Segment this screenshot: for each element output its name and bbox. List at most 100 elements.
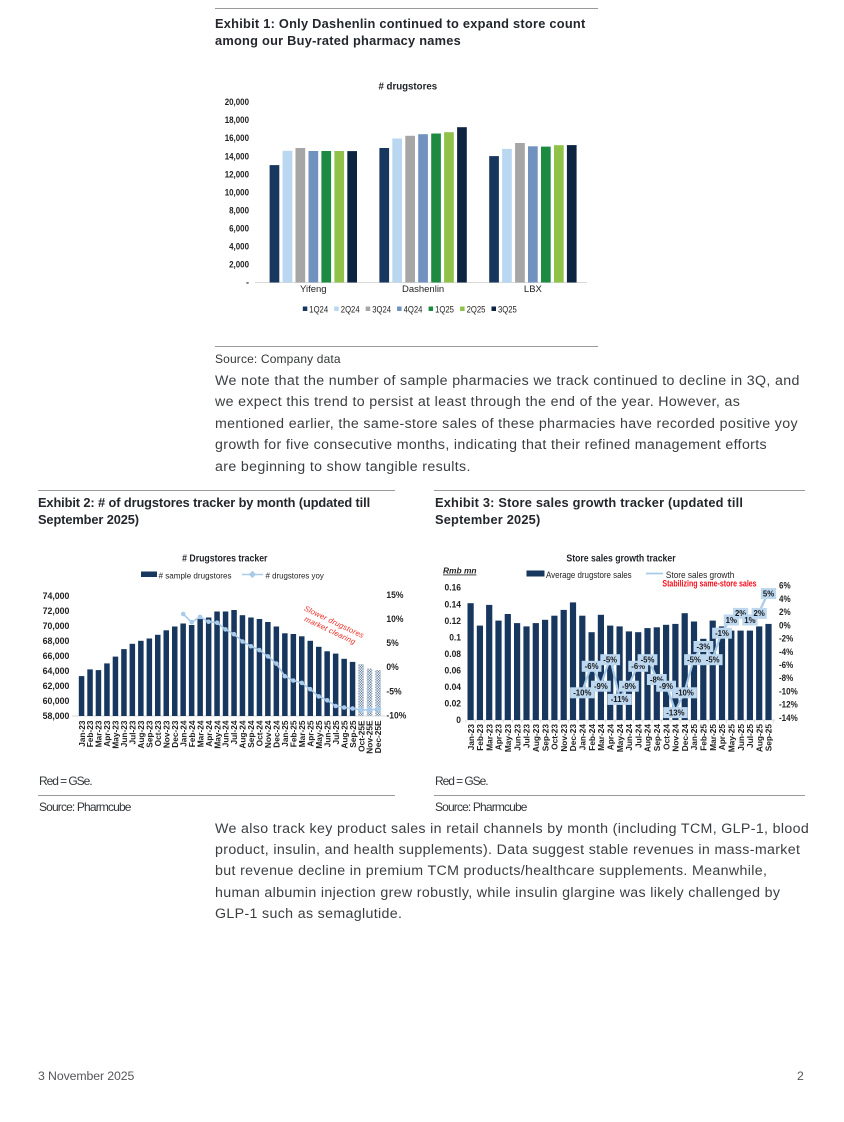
- svg-text:Feb-23: Feb-23: [475, 724, 485, 751]
- svg-text:May-24: May-24: [212, 720, 222, 749]
- svg-text:Sep-24: Sep-24: [246, 720, 256, 748]
- svg-text:Yifeng: Yifeng: [300, 284, 327, 295]
- svg-text:10%: 10%: [386, 614, 403, 624]
- svg-text:Jun-25: Jun-25: [322, 720, 332, 747]
- svg-text:1Q24: 1Q24: [309, 304, 328, 314]
- svg-text:-13%: -13%: [666, 708, 684, 717]
- svg-text:0.12: 0.12: [445, 616, 462, 626]
- svg-text:Oct-24: Oct-24: [661, 724, 671, 750]
- svg-text:0.1: 0.1: [449, 632, 461, 642]
- svg-text:Aug-24: Aug-24: [643, 724, 653, 753]
- svg-text:-9%: -9%: [659, 682, 673, 691]
- svg-text:Dec-23: Dec-23: [170, 720, 180, 748]
- svg-text:Dec-25E: Dec-25E: [373, 720, 383, 753]
- svg-text:58,000: 58,000: [43, 711, 70, 721]
- svg-text:-1%: -1%: [715, 629, 729, 638]
- svg-text:66,000: 66,000: [43, 651, 70, 661]
- svg-text:Mar-25: Mar-25: [708, 724, 718, 751]
- svg-text:20,000: 20,000: [225, 97, 249, 107]
- svg-text:Jan-24: Jan-24: [178, 720, 188, 747]
- svg-text:-14%: -14%: [779, 713, 798, 723]
- svg-text:2,000: 2,000: [229, 260, 249, 270]
- svg-text:Store sales growth: Store sales growth: [666, 570, 734, 580]
- svg-text:Stabilizing same-store sales: Stabilizing same-store sales: [662, 578, 756, 588]
- svg-text:-6%: -6%: [631, 662, 645, 671]
- svg-text:72,000: 72,000: [43, 606, 70, 616]
- svg-text:Jan-25: Jan-25: [689, 724, 699, 751]
- svg-text:0: 0: [456, 715, 461, 725]
- svg-text:0.02: 0.02: [445, 699, 462, 709]
- svg-text:5%: 5%: [763, 589, 774, 598]
- svg-text:Jun-23: Jun-23: [119, 720, 129, 747]
- svg-text:Apr-24: Apr-24: [605, 724, 615, 751]
- svg-text:Nov-25E: Nov-25E: [365, 720, 375, 754]
- svg-text:4,000: 4,000: [229, 242, 249, 252]
- svg-text:Nov-23: Nov-23: [559, 724, 569, 752]
- svg-text:4Q24: 4Q24: [404, 304, 423, 314]
- svg-text:Jul-25: Jul-25: [331, 720, 341, 744]
- svg-text:2%: 2%: [754, 609, 765, 618]
- svg-text:8,000: 8,000: [229, 206, 249, 216]
- svg-text:Aug-23: Aug-23: [531, 724, 541, 753]
- svg-text:-4%: -4%: [779, 647, 793, 657]
- svg-text:-6%: -6%: [779, 660, 793, 670]
- svg-text:64,000: 64,000: [43, 666, 70, 676]
- svg-text:-5%: -5%: [706, 656, 720, 665]
- svg-text:Oct-23: Oct-23: [550, 724, 560, 750]
- svg-text:Jan-23: Jan-23: [77, 720, 87, 747]
- svg-text:0%: 0%: [386, 662, 398, 672]
- svg-text:Rmb mn: Rmb mn: [443, 566, 477, 576]
- svg-text:Feb-25: Feb-25: [289, 720, 299, 747]
- svg-text:15%: 15%: [386, 590, 403, 600]
- svg-text:68,000: 68,000: [43, 636, 70, 646]
- svg-text:Nov-23: Nov-23: [161, 720, 171, 748]
- svg-text:Jun-23: Jun-23: [512, 724, 522, 751]
- svg-text:70,000: 70,000: [43, 621, 70, 631]
- svg-text:Jul-23: Jul-23: [128, 720, 138, 744]
- svg-text:Feb-23: Feb-23: [85, 720, 95, 747]
- svg-text:-3%: -3%: [696, 642, 710, 651]
- svg-text:Mar-24: Mar-24: [195, 720, 205, 747]
- svg-text:16,000: 16,000: [225, 133, 249, 143]
- svg-text:Aug-24: Aug-24: [238, 720, 248, 749]
- svg-text:0%: 0%: [779, 620, 791, 630]
- svg-text:May-24: May-24: [615, 724, 625, 753]
- svg-text:Jun-24: Jun-24: [624, 724, 634, 751]
- svg-text:May-25: May-25: [727, 724, 737, 753]
- svg-text:LBX: LBX: [524, 284, 543, 295]
- svg-text:Dec-24: Dec-24: [272, 720, 282, 748]
- svg-text:0.06: 0.06: [445, 666, 462, 676]
- svg-text:Mar-25: Mar-25: [297, 720, 307, 747]
- svg-text:Nov-24: Nov-24: [671, 724, 681, 752]
- svg-text:Feb-25: Feb-25: [699, 724, 709, 751]
- svg-text:3Q24: 3Q24: [372, 304, 391, 314]
- svg-text:-8%: -8%: [650, 675, 664, 684]
- svg-text:0.16: 0.16: [445, 583, 462, 593]
- svg-text:Apr-23: Apr-23: [494, 724, 504, 751]
- svg-text:-5%: -5%: [386, 686, 401, 696]
- svg-text:62,000: 62,000: [43, 681, 70, 691]
- svg-text:-9%: -9%: [622, 682, 636, 691]
- svg-text:-10%: -10%: [386, 710, 406, 720]
- svg-text:-: -: [246, 277, 249, 287]
- svg-text:-6%: -6%: [585, 662, 599, 671]
- svg-text:0.14: 0.14: [445, 599, 462, 609]
- svg-text:May-23: May-23: [111, 720, 121, 749]
- svg-text:18,000: 18,000: [225, 115, 249, 125]
- svg-text:60,000: 60,000: [43, 696, 70, 706]
- svg-text:-10%: -10%: [779, 687, 798, 697]
- svg-text:Jun-25: Jun-25: [736, 724, 746, 751]
- svg-text:Apr-25: Apr-25: [305, 720, 315, 747]
- svg-text:Average drugstore sales: Average drugstore sales: [546, 570, 632, 580]
- svg-text:May-23: May-23: [503, 724, 513, 753]
- svg-text:Jul-23: Jul-23: [522, 724, 532, 748]
- svg-text:Sep-25: Sep-25: [348, 720, 358, 748]
- svg-text:Apr-25: Apr-25: [717, 724, 727, 751]
- svg-text:Jan-24: Jan-24: [578, 724, 588, 751]
- svg-text:Sep-23: Sep-23: [540, 724, 550, 752]
- svg-text:Jul-24: Jul-24: [229, 720, 239, 744]
- svg-text:Sep-23: Sep-23: [145, 720, 155, 748]
- svg-text:# drugstores: # drugstores: [378, 82, 437, 93]
- svg-text:Oct-25E: Oct-25E: [356, 720, 366, 752]
- svg-text:-2%: -2%: [779, 634, 793, 644]
